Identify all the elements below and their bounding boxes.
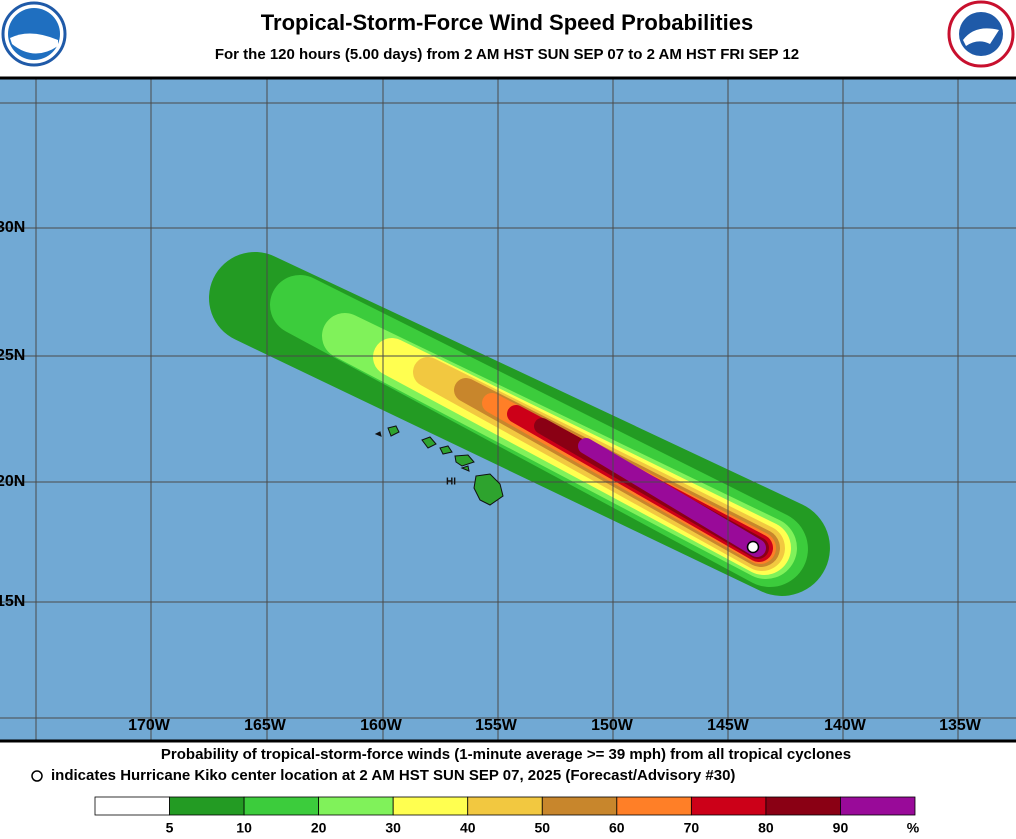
- legend-swatch: [840, 796, 916, 816]
- subtitle: For the 120 hours (5.00 days) from 2 AM …: [215, 46, 799, 63]
- legend-swatch: [690, 796, 767, 816]
- legend-label: 20: [311, 820, 327, 836]
- legend-label: 70: [684, 820, 700, 836]
- legend-label: 50: [534, 820, 550, 836]
- storm-center: [746, 540, 760, 554]
- footer-line2: indicates Hurricane Kiko center location…: [51, 767, 735, 784]
- legend-swatch: [94, 796, 170, 816]
- footer-line1: Probability of tropical-storm-force wind…: [161, 746, 851, 763]
- legend-swatch: [541, 796, 618, 816]
- legend: 5 10 20 30 40 50 60 70 80 90%: [94, 796, 920, 836]
- legend-label: 5: [166, 820, 174, 836]
- island-label: HI: [446, 477, 456, 488]
- legend-label: 30: [385, 820, 401, 836]
- lat-label: 25N: [0, 347, 25, 364]
- legend-unit: %: [907, 820, 920, 836]
- lat-label: 30N: [0, 219, 25, 236]
- lon-label: 145W: [707, 717, 750, 734]
- graticule: 30N 25N 20N 15N 170W 165W 160W 155W 150W 145W 140W…: [0, 79, 1016, 741]
- lon-label: 140W: [824, 717, 867, 734]
- lon-label: 150W: [591, 717, 634, 734]
- probability-contours: [209, 251, 830, 596]
- legend-label: 10: [236, 820, 252, 836]
- contour-band: [578, 438, 766, 557]
- hawaii-islands: [374, 425, 504, 506]
- lon-label: 165W: [244, 717, 287, 734]
- nws-logo: [947, 0, 1015, 68]
- legend-swatch: [616, 796, 692, 816]
- legend-label: 60: [609, 820, 625, 836]
- legend-label: 80: [758, 820, 774, 836]
- lat-label: 15N: [0, 593, 25, 610]
- legend-swatch: [318, 796, 394, 816]
- center-symbol: [31, 770, 43, 782]
- lon-label: 155W: [475, 717, 518, 734]
- title: Tropical-Storm-Force Wind Speed Probabil…: [261, 10, 753, 35]
- legend-label: 40: [460, 820, 476, 836]
- legend-swatch: [392, 796, 469, 816]
- lon-label: 170W: [128, 717, 171, 734]
- legend-label: 90: [833, 820, 849, 836]
- legend-swatch: [169, 796, 245, 816]
- lon-label: 135W: [939, 717, 982, 734]
- legend-swatch: [467, 796, 543, 816]
- legend-swatch: [243, 796, 320, 816]
- lon-label: 160W: [360, 717, 403, 734]
- lat-label: 20N: [0, 473, 25, 490]
- legend-swatch: [765, 796, 841, 816]
- noaa-logo: [1, 1, 67, 67]
